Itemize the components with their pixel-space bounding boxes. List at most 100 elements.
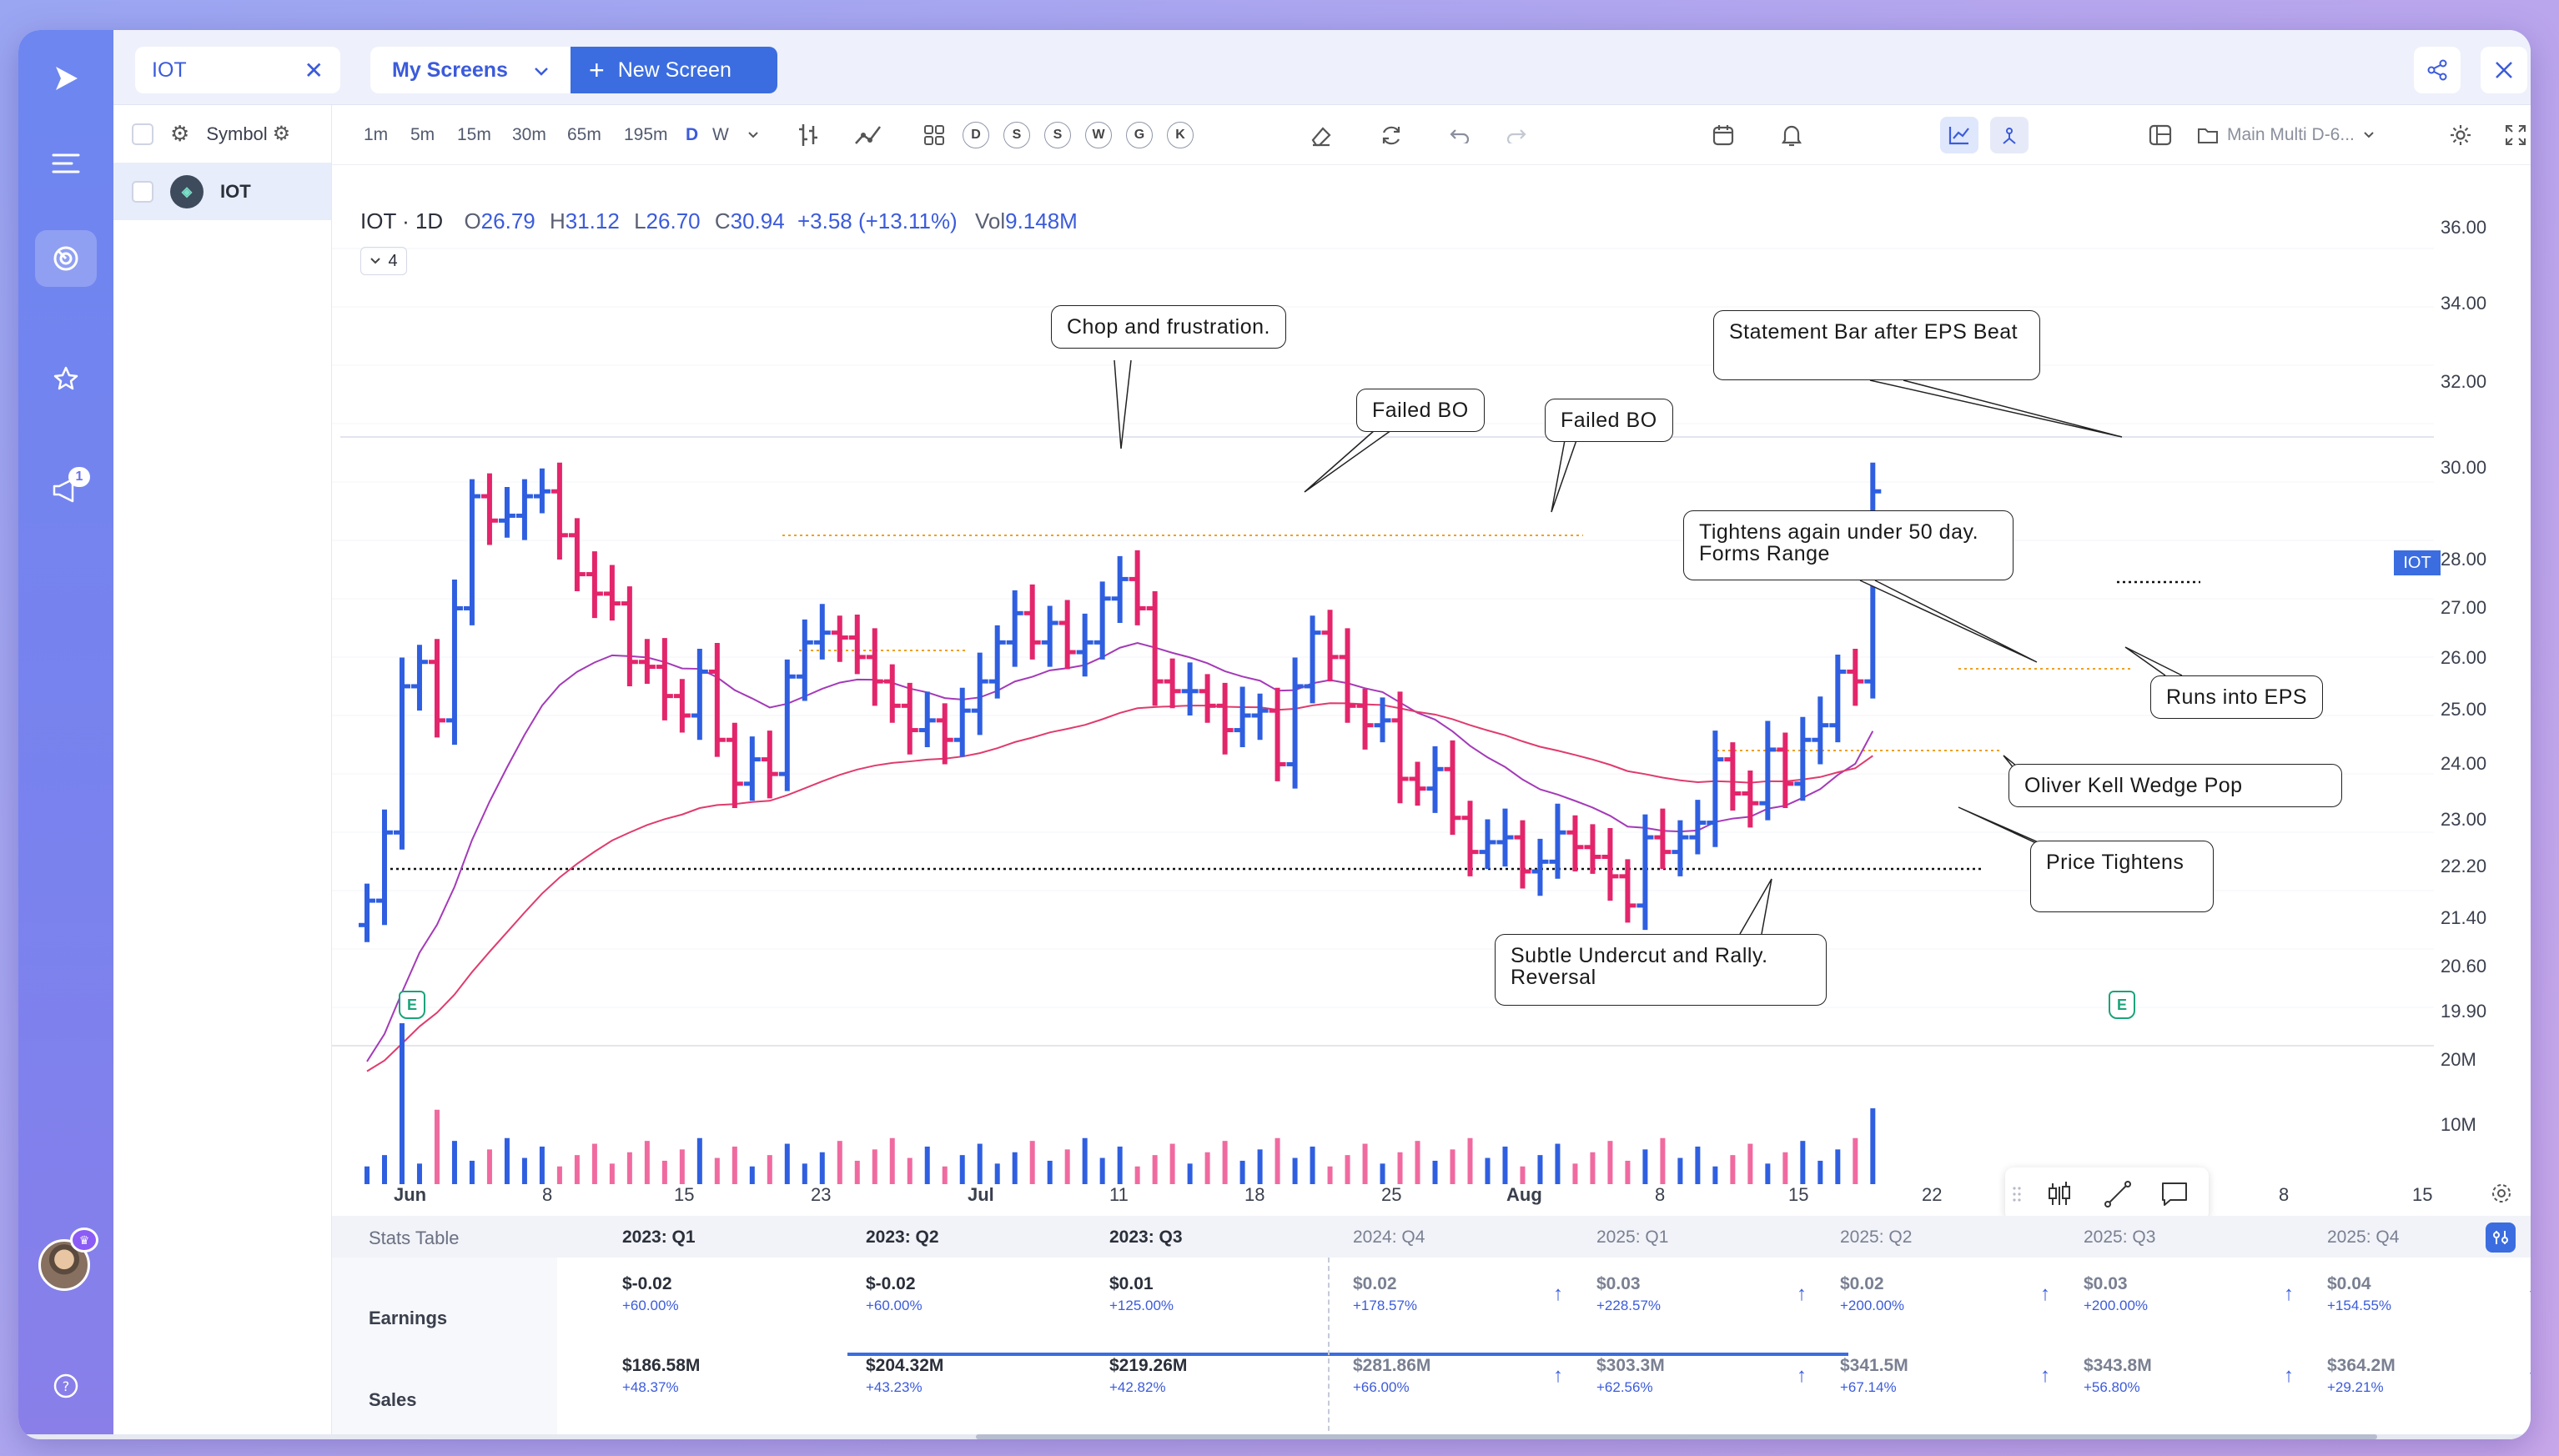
earnings-badge[interactable]: E (2109, 991, 2135, 1019)
volume-bar (1450, 1149, 1455, 1184)
fullscreen-icon[interactable] (2497, 105, 2531, 165)
panel-layout-icon[interactable] (2142, 105, 2179, 165)
column-settings-icon[interactable]: ⚙ (272, 123, 291, 145)
settings-gear-icon[interactable] (2442, 105, 2479, 165)
stats-value: $0.04 (2327, 1274, 2371, 1293)
alerts-megaphone-icon[interactable]: 1 (35, 462, 97, 519)
trendline-tool-icon[interactable] (2097, 1167, 2139, 1221)
period-k-button[interactable]: K (1164, 105, 1197, 165)
time-tick: 15 (1788, 1184, 1809, 1205)
annotation-failed-bo-1[interactable]: Failed BO (1356, 389, 1485, 433)
price-tick: 20.60 (2441, 956, 2487, 977)
chevron-down-icon (534, 58, 549, 83)
annotation-wedge-pop[interactable]: Oliver Kell Wedge Pop (2008, 764, 2342, 808)
quarter-header: 2023: Q3 (1109, 1228, 1183, 1247)
interval-1m[interactable]: 1m (364, 125, 389, 144)
chevron-down-icon (370, 258, 381, 264)
indicator-count: 4 (388, 251, 398, 270)
annotation-runs-into-eps[interactable]: Runs into EPS (2150, 675, 2324, 720)
drag-handle-icon[interactable] (2008, 1167, 2025, 1221)
price-tick: 36.00 (2441, 217, 2487, 238)
refresh-icon[interactable] (1373, 105, 1410, 165)
bar-style-icon[interactable] (789, 105, 827, 165)
stats-change: +43.23% (866, 1379, 923, 1395)
period-s-button[interactable]: S (1000, 105, 1033, 165)
annotation-statement-bar[interactable]: Statement Bar after EPS Beat (1713, 310, 2040, 380)
price-tick: 21.40 (2441, 907, 2487, 928)
symbol-row-label: IOT (220, 181, 251, 202)
interval-15m[interactable]: 15m (457, 125, 491, 144)
stats-value: $364.2M (2327, 1356, 2396, 1375)
volume-bar (1572, 1163, 1578, 1184)
stats-settings-icon[interactable] (2486, 1223, 2516, 1253)
time-tick: Jun (394, 1184, 427, 1205)
period-w-button[interactable]: W (1082, 105, 1115, 165)
interval-5m[interactable]: 5m (410, 125, 435, 144)
chart-type-active-icon[interactable] (1940, 117, 1978, 153)
symbol-column-header[interactable]: Symbol (206, 123, 268, 144)
interval-65m[interactable]: 65m (567, 125, 601, 144)
crosshair-tool-icon[interactable] (1990, 117, 2029, 153)
annotation-undercut[interactable]: Subtle Undercut and Rally. Reversal (1495, 934, 1827, 1006)
app-logo-icon[interactable] (35, 50, 97, 107)
annotation-tightens-range[interactable]: Tightens again under 50 day. Forms Range (1683, 510, 2014, 580)
legend-close: 30.94 (730, 208, 785, 233)
layout-grid-icon[interactable] (916, 105, 953, 165)
indicators-icon[interactable] (847, 105, 889, 165)
bell-icon[interactable] (1773, 105, 1810, 165)
axis-settings-icon[interactable] (2487, 1181, 2516, 1206)
volume-bar (1432, 1160, 1438, 1184)
symbol-tab[interactable]: IOT ✕ (135, 47, 340, 93)
x-twitter-icon[interactable] (2481, 47, 2527, 93)
period-g-button[interactable]: G (1123, 105, 1156, 165)
row-checkbox[interactable] (132, 181, 153, 203)
quarter-header: 2025: Q4 (2327, 1228, 2400, 1247)
volume-bar (1012, 1152, 1018, 1184)
earnings-badge[interactable]: E (399, 991, 425, 1019)
period-s2-button[interactable]: S (1041, 105, 1074, 165)
scrollbar-thumb[interactable] (976, 1434, 2377, 1439)
interval-w[interactable]: W (712, 125, 729, 144)
volume-bar (1765, 1163, 1771, 1184)
help-icon[interactable]: ? (35, 1358, 97, 1414)
calendar-icon[interactable] (1705, 105, 1742, 165)
price-tick: 25.00 (2441, 699, 2487, 720)
legend-high: 31.12 (565, 208, 620, 233)
annotation-price-tightens[interactable]: Price Tightens (2030, 841, 2214, 912)
share-icon[interactable] (2414, 47, 2461, 93)
comment-tool-icon[interactable] (2154, 1167, 2195, 1221)
period-d-button[interactable]: D (959, 105, 993, 165)
select-all-checkbox[interactable] (132, 123, 153, 145)
time-tick: 8 (542, 1184, 553, 1205)
annotation-chop[interactable]: Chop and frustration. (1051, 305, 1286, 349)
eraser-icon[interactable] (1303, 105, 1340, 165)
interval-d[interactable]: D (686, 125, 699, 144)
new-screen-button[interactable]: + New Screen (571, 47, 777, 93)
horizontal-scrollbar[interactable] (18, 1434, 2531, 1439)
screener-icon[interactable] (35, 230, 97, 287)
chart-area[interactable]: IOT · 1D O26.79 H31.12 L26.70 C30.94 +3.… (332, 165, 2531, 1221)
symbol-row[interactable]: ◈ IOT (113, 163, 331, 220)
stats-title: Stats Table (369, 1228, 460, 1248)
stats-change: +67.14% (1840, 1379, 1897, 1395)
close-icon[interactable]: ✕ (304, 57, 324, 83)
interval-195m[interactable]: 195m (624, 125, 668, 144)
volume-bar (364, 1166, 370, 1184)
up-arrow-icon: ↑ (2284, 1283, 2294, 1305)
gear-icon[interactable]: ⚙ (170, 121, 190, 146)
my-screens-dropdown[interactable]: My Screens (370, 47, 571, 93)
volume-bar (802, 1163, 807, 1184)
volume-bar (1204, 1152, 1210, 1184)
menu-icon[interactable] (35, 135, 97, 192)
candlestick-tool-icon[interactable] (2039, 1167, 2080, 1221)
up-arrow-icon: ↑ (1797, 1364, 1807, 1387)
annotation-failed-bo-2[interactable]: Failed BO (1545, 399, 1673, 443)
layout-selector[interactable]: Main Multi D-6... (2197, 105, 2375, 165)
price-chart-svg[interactable] (332, 165, 2531, 1216)
redo-icon[interactable] (1498, 105, 1535, 165)
watchlist-star-icon[interactable] (35, 350, 97, 407)
chevron-down-icon[interactable] (741, 105, 766, 165)
undo-icon[interactable] (1441, 105, 1478, 165)
indicator-collapse-button[interactable]: 4 (360, 247, 407, 275)
interval-30m[interactable]: 30m (512, 125, 546, 144)
